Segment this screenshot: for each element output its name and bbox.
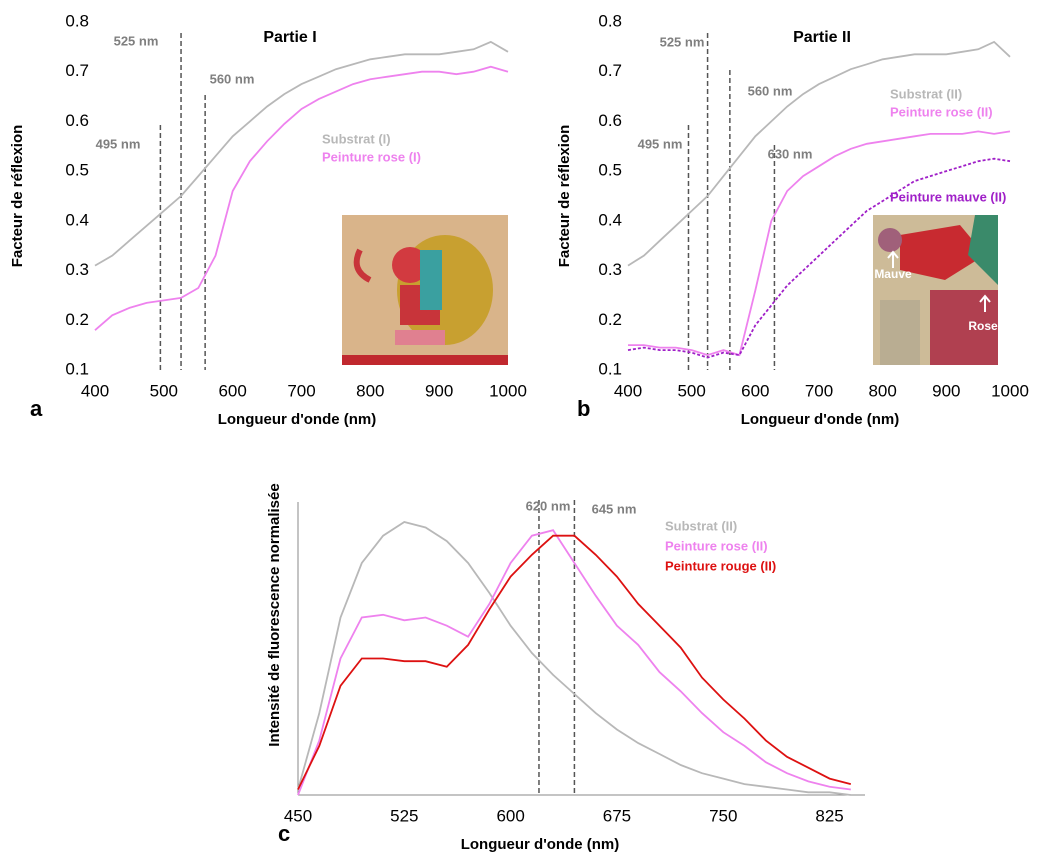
x-tick-label: 400 [81,381,109,400]
y-tick-label: 0.4 [65,210,89,229]
annotation-label: 560 nm [748,83,793,98]
x-tick-label: 1000 [489,381,527,400]
y-tick-label: 0.4 [598,210,622,229]
legend-entry: Peinture rouge (II) [665,558,776,573]
y-tick-label: 0.1 [65,359,89,378]
series-line [628,130,1011,357]
x-tick-label: 825 [815,806,843,825]
y-tick-label: 0.8 [65,11,89,30]
y-tick-label: 0.3 [65,260,89,279]
series-line [297,534,852,790]
annotation-label: 645 nm [592,501,637,516]
y-axis-label: Facteur de réflexion [9,125,26,268]
annotation-label: 630 nm [768,146,813,161]
x-tick-label: 600 [741,381,769,400]
x-tick-label: 500 [677,381,705,400]
x-axis-label: Longueur d'onde (nm) [218,411,377,428]
x-tick-label: 400 [614,381,642,400]
inset-image-a [342,215,508,365]
y-tick-label: 0.3 [598,260,622,279]
annotation-label: 560 nm [210,71,255,86]
y-tick-label: 0.7 [65,61,89,80]
legend-entry: Peinture rose (I) [322,149,421,164]
x-tick-label: 450 [284,806,312,825]
y-tick-label: 0.5 [598,161,622,180]
x-axis-label: Longueur d'onde (nm) [461,836,620,853]
chart-title: Partie I [263,29,316,46]
y-tick-label: 0.2 [598,310,622,329]
y-axis-label: Intensité de fluorescence normalisée [266,483,283,746]
x-tick-label: 1000 [991,381,1029,400]
series-line [94,40,509,267]
legend-entry: Substrat (II) [890,86,962,101]
series-line [297,529,851,796]
inset-label: Rose [968,319,998,333]
chart-title: Partie II [793,29,851,46]
panel-label: c [278,821,290,846]
x-axis-label: Longueur d'onde (nm) [741,411,900,428]
y-tick-label: 0.7 [598,61,622,80]
x-tick-label: 500 [150,381,178,400]
legend-entry: Peinture mauve (II) [890,189,1006,204]
series-line [94,65,509,331]
x-tick-label: 525 [390,806,418,825]
y-tick-label: 0.1 [598,359,622,378]
y-tick-label: 0.8 [598,11,622,30]
series-line [627,40,1011,267]
x-tick-label: 600 [218,381,246,400]
x-tick-label: 675 [603,806,631,825]
x-tick-label: 900 [425,381,453,400]
panel-label: a [30,396,43,421]
x-tick-label: 700 [805,381,833,400]
legend-entry: Peinture rose (II) [890,104,993,119]
x-tick-label: 900 [932,381,960,400]
annotation-label: 620 nm [526,498,571,513]
series-line [627,157,1011,359]
annotation-label: 525 nm [114,33,159,48]
y-tick-label: 0.2 [65,310,89,329]
y-tick-label: 0.6 [598,111,622,130]
legend-entry: Peinture rose (II) [665,538,768,553]
panel-label: b [577,396,590,421]
annotation-label: 495 nm [96,136,141,151]
x-tick-label: 700 [287,381,315,400]
series-line [297,521,851,796]
inset-label: Mauve [874,267,912,281]
y-tick-label: 0.6 [65,111,89,130]
x-tick-label: 750 [709,806,737,825]
legend-entry: Substrat (II) [665,518,737,533]
y-axis-label: Facteur de réflexion [556,125,573,268]
x-tick-label: 600 [496,806,524,825]
annotation-label: 495 nm [638,136,683,151]
x-tick-label: 800 [356,381,384,400]
legend-entry: Substrat (I) [322,131,391,146]
x-tick-label: 800 [868,381,896,400]
annotation-label: 525 nm [660,34,705,49]
inset-image-b [873,215,998,365]
y-tick-label: 0.5 [65,161,89,180]
